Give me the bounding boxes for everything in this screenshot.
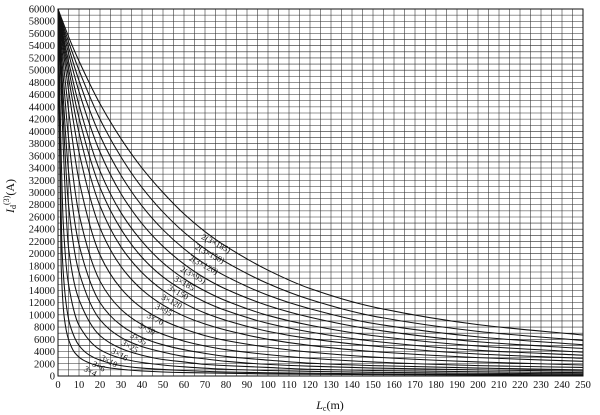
y-tick-label: 46000 bbox=[29, 90, 55, 101]
x-tick-label: 130 bbox=[323, 380, 339, 391]
x-tick-label: 20 bbox=[95, 380, 106, 391]
x-tick-label: 140 bbox=[344, 380, 360, 391]
series-line bbox=[57, 8, 584, 374]
y-axis-label-sup: (3) bbox=[2, 195, 11, 205]
x-axis-label: Lc(m) bbox=[315, 398, 344, 413]
x-tick-label: 250 bbox=[575, 380, 591, 391]
y-tick-label: 30000 bbox=[29, 188, 55, 199]
y-tick-label: 44000 bbox=[29, 102, 55, 113]
y-tick-label: 34000 bbox=[29, 164, 55, 175]
x-tick-label: 70 bbox=[200, 380, 211, 391]
series-line bbox=[57, 8, 584, 336]
y-axis-label-main: I bbox=[3, 208, 17, 214]
series-line bbox=[57, 8, 584, 346]
x-tick-label: 90 bbox=[242, 380, 253, 391]
plot-frame bbox=[57, 8, 584, 377]
grid bbox=[57, 8, 584, 377]
x-axis-label-main: L bbox=[315, 398, 323, 412]
series-line bbox=[57, 8, 584, 375]
x-tick-label: 190 bbox=[449, 380, 465, 391]
y-tick-label: 0 bbox=[50, 372, 55, 383]
x-tick-label: 0 bbox=[55, 380, 60, 391]
y-tick-label: 40000 bbox=[29, 127, 55, 138]
y-axis-label-unit: (A) bbox=[3, 179, 17, 196]
x-tick-label: 230 bbox=[533, 380, 549, 391]
y-tick-label: 32000 bbox=[29, 176, 55, 187]
y-tick-label: 58000 bbox=[29, 17, 55, 28]
y-tick-label: 2000 bbox=[34, 359, 55, 370]
curves bbox=[57, 8, 584, 376]
series-line bbox=[57, 8, 584, 356]
y-tick-label: 8000 bbox=[34, 323, 55, 334]
y-tick-label: 60000 bbox=[29, 5, 55, 16]
series-line bbox=[57, 8, 584, 362]
series-line bbox=[57, 8, 584, 376]
x-axis-label-sub: c bbox=[323, 404, 327, 413]
x-tick-label: 240 bbox=[554, 380, 570, 391]
x-axis-label-unit: (m) bbox=[326, 398, 343, 412]
y-tick-label: 28000 bbox=[29, 200, 55, 211]
series-line bbox=[57, 8, 584, 368]
y-tick-label: 20000 bbox=[29, 249, 55, 260]
y-tick-label: 22000 bbox=[29, 237, 55, 248]
y-tick-label: 42000 bbox=[29, 115, 55, 126]
y-axis-label: Id(3)(A) bbox=[2, 179, 18, 214]
y-tick-label: 16000 bbox=[29, 274, 55, 285]
x-tick-label: 180 bbox=[428, 380, 444, 391]
series-line bbox=[57, 8, 584, 350]
series-line bbox=[57, 8, 584, 342]
x-tick-label: 150 bbox=[365, 380, 381, 391]
x-tick-label: 120 bbox=[302, 380, 318, 391]
y-tick-label: 18000 bbox=[29, 261, 55, 272]
y-tick-label: 14000 bbox=[29, 286, 55, 297]
y-tick-label: 38000 bbox=[29, 139, 55, 150]
x-tick-label: 30 bbox=[116, 380, 127, 391]
y-tick-label: 12000 bbox=[29, 298, 55, 309]
x-tick-labels: 0 10 20 30 40 50 60 70 80 90 100 110 120 130 140 150 160… bbox=[55, 380, 591, 391]
x-tick-label: 50 bbox=[158, 380, 169, 391]
y-axis-label-sub: d bbox=[9, 205, 18, 209]
series-line bbox=[57, 8, 584, 372]
series-line bbox=[57, 8, 584, 366]
x-tick-label: 10 bbox=[74, 380, 85, 391]
x-tick-label: 160 bbox=[386, 380, 402, 391]
x-tick-label: 100 bbox=[260, 380, 276, 391]
x-tick-label: 80 bbox=[221, 380, 232, 391]
y-tick-label: 54000 bbox=[29, 41, 55, 52]
y-tick-label: 56000 bbox=[29, 29, 55, 40]
x-tick-label: 170 bbox=[407, 380, 423, 391]
x-tick-label: 220 bbox=[512, 380, 528, 391]
y-tick-label: 50000 bbox=[29, 66, 55, 77]
series-line bbox=[57, 8, 584, 353]
y-tick-label: 48000 bbox=[29, 78, 55, 89]
x-tick-label: 200 bbox=[470, 380, 486, 391]
x-tick-label: 40 bbox=[137, 380, 148, 391]
y-tick-label: 52000 bbox=[29, 53, 55, 64]
y-tick-label: 4000 bbox=[34, 347, 55, 358]
series-line bbox=[57, 8, 584, 376]
series-line bbox=[57, 8, 584, 359]
y-tick-label: 26000 bbox=[29, 212, 55, 223]
y-tick-label: 10000 bbox=[29, 310, 55, 321]
series-line bbox=[57, 8, 584, 371]
x-tick-label: 60 bbox=[179, 380, 190, 391]
x-tick-label: 210 bbox=[491, 380, 507, 391]
y-tick-label: 24000 bbox=[29, 225, 55, 236]
y-tick-label: 36000 bbox=[29, 151, 55, 162]
y-tick-label: 6000 bbox=[34, 335, 55, 346]
x-tick-label: 110 bbox=[281, 380, 296, 391]
